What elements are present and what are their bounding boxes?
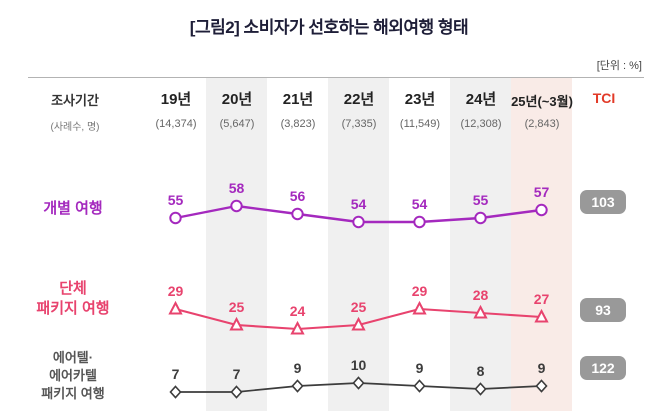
survey-period-label: 조사기간	[51, 93, 99, 108]
value-label: 29	[412, 283, 428, 299]
value-label: 29	[168, 283, 184, 299]
sample-size: (12,308)	[460, 118, 502, 130]
series-label-airtel: 에어텔· 에어카텔 패키지 여행	[41, 349, 104, 403]
column-header-year: 25년(~3월)	[511, 94, 573, 109]
column-stripe	[206, 78, 267, 411]
data-point-triangle	[290, 320, 305, 335]
series-label-line: 개별 여행	[43, 200, 103, 217]
column-header-year: 19년	[160, 91, 192, 108]
value-label: 9	[416, 360, 424, 376]
value-label: 56	[290, 188, 306, 204]
series-label-line: 에어텔·	[52, 350, 94, 365]
value-label: 7	[172, 366, 180, 382]
data-point-triangle	[412, 300, 427, 315]
figure-title: [그림2] 소비자가 선호하는 해외여행 형태	[189, 18, 469, 37]
data-point-diamond	[291, 379, 304, 393]
series-label-package: 단체 패키지 여행	[36, 279, 109, 319]
data-point-triangle	[168, 300, 183, 315]
data-point-circle	[169, 211, 182, 225]
column-header-year: 21년	[282, 91, 314, 108]
column-stripe	[450, 78, 511, 411]
column-stripe-highlight	[511, 78, 572, 411]
series-label-line: 단체	[59, 280, 87, 297]
series-label-line: 에어카텔	[49, 368, 97, 383]
sample-size: (7,335)	[341, 118, 377, 130]
column-header-year: 20년	[221, 91, 253, 108]
tci-header: TCI	[592, 90, 616, 106]
column-header-year: 24년	[465, 91, 497, 108]
sample-size-label: (사례수, 명)	[50, 122, 100, 133]
column-stripe	[328, 78, 389, 411]
sample-size: (2,843)	[524, 118, 560, 130]
sample-size: (14,374)	[155, 118, 197, 130]
sample-size: (3,823)	[280, 118, 316, 130]
data-point-circle	[413, 215, 426, 229]
value-label: 24	[290, 303, 306, 319]
tci-badge-individual: 103	[580, 190, 626, 214]
sample-size: (5,647)	[219, 118, 255, 130]
header-top-rule	[28, 77, 644, 78]
tci-badge-package: 93	[580, 298, 626, 322]
sample-size: (11,549)	[399, 118, 441, 130]
series-label-line: 패키지 여행	[41, 386, 105, 401]
column-header-year: 23년	[404, 91, 436, 108]
series-label-individual: 개별 여행	[43, 197, 102, 218]
unit-label: [단위 : %]	[596, 60, 642, 72]
data-point-diamond	[413, 379, 426, 393]
value-label: 55	[168, 192, 184, 208]
series-label-line: 패키지 여행	[36, 300, 110, 317]
data-point-diamond	[169, 385, 182, 399]
tci-badge-airtel: 122	[580, 356, 626, 380]
value-label: 9	[294, 360, 302, 376]
value-label: 54	[412, 196, 428, 212]
data-point-circle	[291, 207, 304, 221]
column-header-year: 22년	[343, 91, 375, 108]
